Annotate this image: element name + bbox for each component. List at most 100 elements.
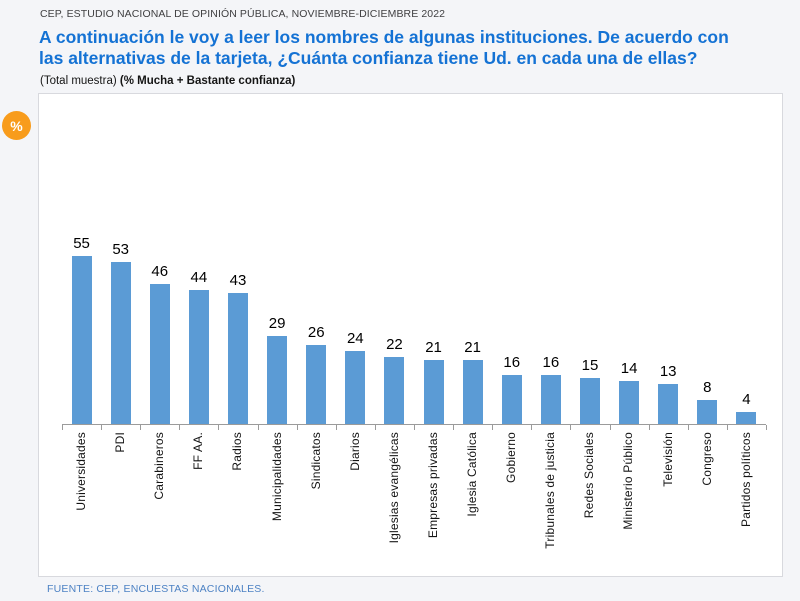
bar-column-3: 46 — [140, 263, 179, 424]
bar-value-label: 8 — [703, 379, 712, 396]
axis-tick — [179, 425, 181, 430]
bar-value-label: 46 — [151, 263, 169, 280]
axis-tick — [492, 425, 494, 430]
category-label: Partidos políticos — [738, 432, 753, 527]
category-label-cell: Iglesia Católica — [453, 432, 492, 517]
axis-tick — [374, 425, 376, 430]
category-label: FF AA. — [191, 432, 206, 470]
bar-column-16: 13 — [649, 363, 688, 424]
bar — [345, 351, 366, 424]
category-label-cell: Empresas privadas — [414, 432, 453, 538]
bar — [697, 400, 718, 424]
bar-column-1: 55 — [62, 235, 101, 424]
bar — [71, 256, 92, 424]
chart-area: 55 53 46 44 43 29 26 24 22 21 21 16 16 15 14 13 8 4 Unive… — [38, 93, 783, 577]
bar — [149, 284, 170, 424]
bar-value-label: 16 — [542, 354, 560, 371]
bar — [267, 336, 288, 424]
bar — [579, 378, 600, 424]
category-label-cell: Televisión — [649, 432, 688, 487]
bar-value-label: 24 — [346, 330, 364, 347]
category-label: Televisión — [660, 432, 675, 487]
source-footnote: FUENTE: CEP, ENCUESTAS NACIONALES. — [47, 583, 265, 595]
axis-tick — [335, 425, 337, 430]
bar — [462, 360, 483, 424]
axis-tick — [101, 425, 103, 430]
category-label-cell: Carabineros — [140, 432, 179, 500]
bar-column-7: 26 — [297, 324, 336, 424]
bar — [501, 375, 522, 424]
category-label-cell: Sindicatos — [297, 432, 336, 489]
bar-value-label: 15 — [581, 357, 599, 374]
axis-tick — [687, 425, 689, 430]
x-axis-ticks — [62, 425, 767, 431]
bar-value-label: 26 — [307, 324, 325, 341]
bar-column-6: 29 — [258, 315, 297, 424]
bar-value-label: 29 — [268, 315, 286, 332]
axis-tick — [766, 425, 767, 430]
bar-column-9: 22 — [375, 336, 414, 424]
category-label-cell: Ministerio Público — [610, 432, 649, 530]
subtitle-measure: (% Mucha + Bastante confianza) — [119, 75, 296, 87]
bar-column-14: 15 — [570, 357, 609, 424]
bar-column-8: 24 — [336, 330, 375, 424]
bar-value-label: 43 — [229, 272, 247, 289]
survey-source-line: CEP, ESTUDIO NACIONAL DE OPINIÓN PÚBLICA… — [40, 8, 446, 20]
category-label-cell: Municipalidades — [258, 432, 297, 521]
category-label: Carabineros — [152, 432, 167, 500]
category-label-cell: Tribunales de justicia — [531, 432, 570, 549]
bar-value-label: 13 — [659, 363, 677, 380]
bar-column-13: 16 — [531, 354, 570, 424]
axis-tick — [648, 425, 650, 430]
category-label-cell: Partidos políticos — [727, 432, 766, 527]
bar-column-10: 21 — [414, 339, 453, 424]
category-label: Diarios — [347, 432, 362, 471]
x-axis-labels: Universidades PDI Carabineros FF AA. Radios M… — [62, 432, 766, 549]
bar-value-label: 55 — [73, 235, 90, 252]
bar-column-17: 8 — [688, 379, 727, 424]
percent-badge-label: % — [10, 117, 23, 134]
axis-tick — [726, 425, 728, 430]
axis-tick — [414, 425, 415, 430]
bar-value-label: 44 — [190, 269, 208, 286]
category-label: Iglesia Católica — [465, 432, 480, 517]
category-label-cell: Radios — [218, 432, 257, 471]
bar — [619, 381, 640, 424]
category-label-cell: FF AA. — [179, 432, 218, 470]
bar — [384, 357, 405, 424]
bar-value-label: 21 — [425, 339, 442, 356]
category-label-cell: Iglesias evangélicas — [375, 432, 414, 543]
bar — [110, 262, 131, 424]
category-label: Universidades — [73, 432, 88, 511]
category-label: Ministerio Público — [621, 432, 636, 530]
category-label-cell: Gobierno — [492, 432, 531, 483]
bar-column-15: 14 — [610, 360, 649, 424]
chart-title: A continuación le voy a leer los nombres… — [39, 27, 789, 70]
bar-value-label: 21 — [464, 339, 481, 356]
category-label-cell: Congreso — [688, 432, 727, 486]
axis-tick — [609, 425, 611, 430]
axis-tick — [62, 425, 63, 430]
axis-tick — [453, 425, 455, 430]
bar — [188, 290, 209, 424]
category-label-cell: Redes Sociales — [570, 432, 609, 518]
axis-tick — [296, 425, 298, 430]
category-label-cell: Universidades — [62, 432, 101, 511]
bars-plot-area: 55 53 46 44 43 29 26 24 22 21 21 16 16 15 14 13 8 4 — [62, 94, 766, 425]
bar-value-label: 14 — [620, 360, 638, 377]
chart-title-line1: A continuación le voy a leer los nombres… — [39, 27, 729, 47]
category-label-cell: PDI — [101, 432, 140, 453]
category-label: Empresas privadas — [425, 432, 440, 539]
bar-value-label: 4 — [742, 391, 751, 408]
bar-column-12: 16 — [492, 354, 531, 424]
chart-title-line2: las alternativas de la tarjeta, ¿Cuánta … — [39, 48, 698, 69]
bar-column-4: 44 — [179, 269, 218, 424]
bar — [423, 360, 444, 424]
category-label: Tribunales de justicia — [543, 432, 558, 549]
percent-badge-icon: % — [2, 111, 31, 140]
bar-value-label: 16 — [503, 354, 521, 371]
axis-tick — [218, 425, 220, 430]
category-label: Congreso — [699, 432, 714, 486]
category-label: Radios — [230, 432, 245, 471]
bar — [227, 293, 248, 424]
